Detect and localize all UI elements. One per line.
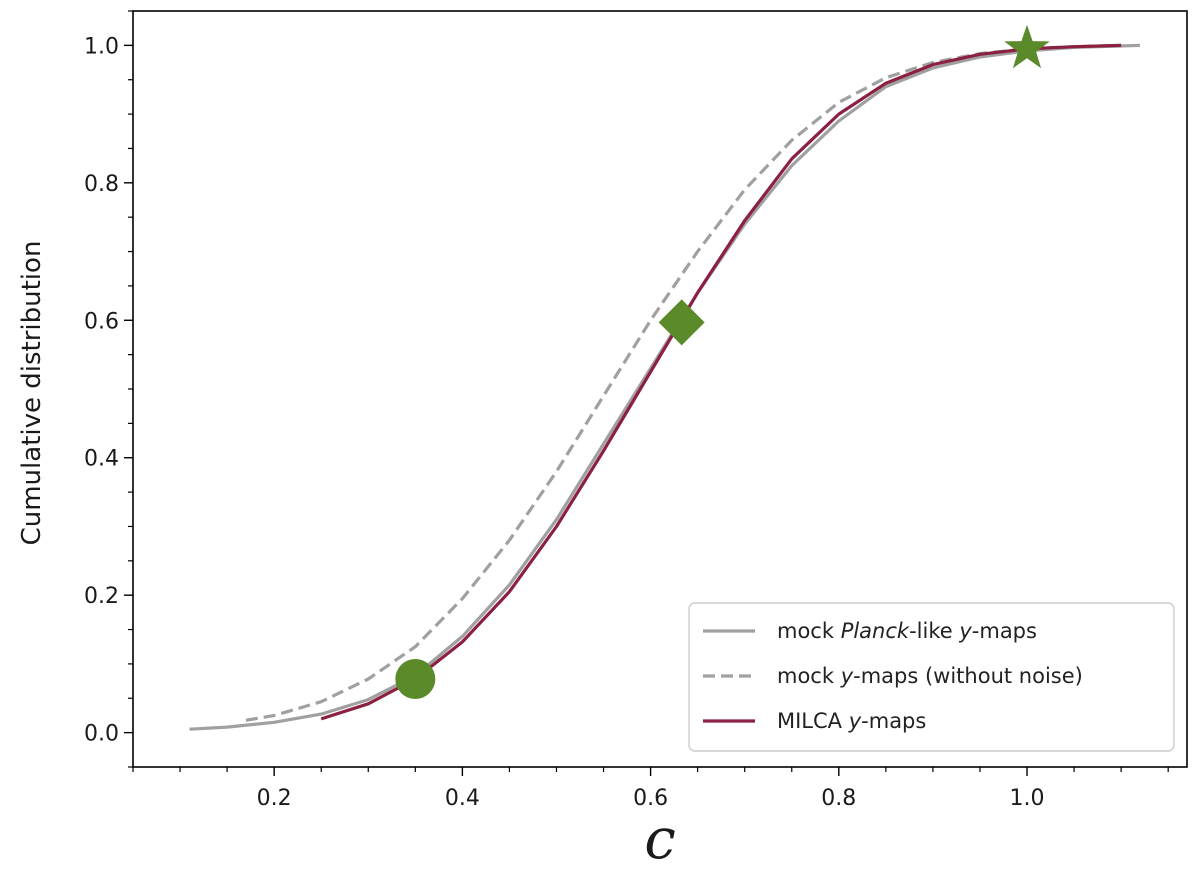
series-line-milca bbox=[320, 43, 1122, 721]
marker-circle bbox=[395, 659, 436, 700]
y-tick-label: 0.2 bbox=[84, 584, 119, 609]
series-group bbox=[189, 43, 1140, 731]
x-tick-label: 1.0 bbox=[1010, 786, 1045, 811]
y-tick-label: 0.4 bbox=[84, 447, 119, 472]
legend-label-nonoise: mock y-maps (without noise) bbox=[777, 664, 1083, 688]
legend-label-part: -maps bbox=[972, 619, 1037, 643]
x-tick-label: 0.8 bbox=[821, 786, 856, 811]
x-tick-label: 0.4 bbox=[445, 786, 480, 811]
legend-label-part: mock bbox=[777, 664, 841, 688]
series-line-planck bbox=[189, 43, 1140, 731]
x-axis-label: c bbox=[644, 807, 675, 870]
y-tick-label: 0.8 bbox=[84, 172, 119, 197]
legend-label-part: -maps bbox=[861, 709, 926, 733]
legend-box bbox=[688, 602, 1175, 752]
y-tick-label: 0.0 bbox=[84, 722, 119, 747]
legend-label-part: MILCA bbox=[777, 709, 849, 733]
marker-diamond bbox=[658, 299, 705, 346]
legend-label-part: -like bbox=[909, 619, 959, 643]
legend-label-part: y bbox=[958, 619, 972, 643]
legend-label-milca: MILCA y-maps bbox=[777, 709, 926, 733]
legend-label-planck: mock Planck-like y-maps bbox=[777, 619, 1037, 643]
legend-label-part: -maps (without noise) bbox=[853, 664, 1083, 688]
series-line-nonoise bbox=[245, 43, 1122, 722]
legend-label-part: y bbox=[840, 664, 854, 688]
y-tick-label: 1.0 bbox=[84, 34, 119, 59]
x-tick-label: 0.6 bbox=[633, 786, 668, 811]
marker-star bbox=[1004, 24, 1050, 69]
axes: 0.2 0.4 0.6 0.8 1.0 0.0 0.2 0.4 0.6 0.8 1.0 bbox=[84, 10, 1188, 811]
y-axis-label: Cumulative distribution bbox=[17, 241, 47, 546]
legend-label-part: Planck bbox=[841, 619, 910, 643]
marker-group bbox=[395, 24, 1050, 700]
legend-label-part: mock bbox=[777, 619, 841, 643]
y-tick-label: 0.6 bbox=[84, 309, 119, 334]
x-tick-label: 0.2 bbox=[257, 786, 292, 811]
legend-label-part: y bbox=[848, 709, 862, 733]
